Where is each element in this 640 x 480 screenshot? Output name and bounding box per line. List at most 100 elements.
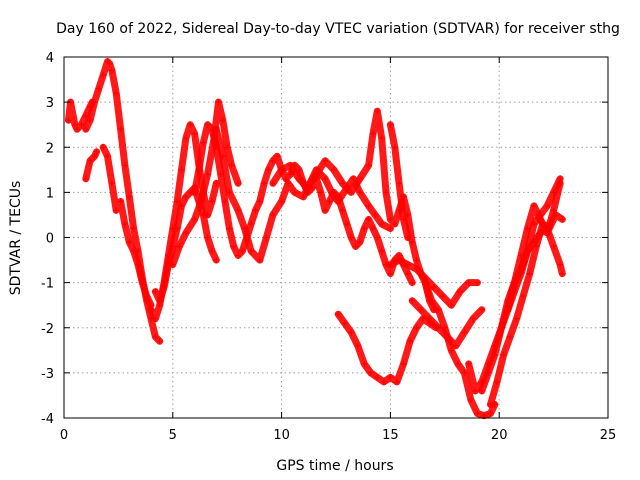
data-point [285, 180, 292, 187]
data-point [278, 198, 285, 205]
data-point [176, 243, 183, 250]
y-tick-label: 3 [46, 96, 54, 111]
data-point [65, 117, 72, 124]
data-point [474, 410, 481, 417]
data-point [400, 216, 407, 223]
data-point [487, 410, 494, 417]
data-point [209, 198, 215, 205]
data-point [461, 369, 468, 376]
data-point [457, 288, 463, 295]
data-point [374, 234, 381, 241]
data-point [269, 180, 276, 187]
data-point [387, 261, 394, 268]
series-15 [421, 279, 499, 420]
x-tick-label: 20 [491, 428, 508, 443]
data-point [113, 90, 120, 97]
y-tick-label: 2 [46, 141, 54, 156]
y-axis-label: SDTVAR / TECUs [8, 181, 24, 296]
data-point [248, 248, 255, 254]
y-tick-label: -1 [41, 277, 54, 292]
data-point [367, 369, 374, 376]
data-point [372, 211, 379, 218]
data-point [494, 378, 500, 385]
data-point [230, 243, 237, 250]
data-point [559, 270, 566, 277]
series-trace [478, 225, 566, 395]
data-point [106, 60, 113, 67]
data-point [550, 243, 557, 250]
data-point [524, 225, 531, 232]
data-point [322, 175, 329, 182]
data-point [544, 202, 551, 209]
data-point [441, 324, 448, 331]
data-point [339, 207, 346, 214]
data-point [454, 360, 461, 367]
data-point [91, 153, 98, 160]
data-point [195, 166, 202, 173]
series-11 [386, 121, 412, 241]
data-point [537, 216, 544, 223]
data-point [544, 230, 551, 236]
data-point [74, 126, 81, 133]
data-point [108, 180, 115, 187]
data-point [461, 329, 468, 336]
data-point [435, 306, 442, 313]
data-point [178, 202, 185, 209]
data-point [156, 297, 163, 304]
data-point [204, 234, 211, 241]
data-point [213, 257, 220, 264]
data-point [393, 378, 400, 385]
data-point [348, 234, 355, 241]
data-point [474, 279, 481, 286]
data-point [152, 315, 159, 322]
series-4 [99, 143, 155, 309]
series-trace [421, 279, 499, 420]
data-point [335, 311, 342, 318]
data-point [117, 198, 124, 205]
data-point [348, 329, 355, 336]
data-point [426, 315, 433, 322]
y-tick-label: -4 [41, 412, 54, 427]
data-point [100, 144, 107, 151]
data-point [82, 126, 89, 133]
data-point [478, 306, 485, 313]
data-point [341, 320, 348, 327]
data-point [235, 252, 242, 259]
data-point [239, 248, 246, 254]
data-point [465, 279, 472, 286]
data-point [228, 162, 235, 169]
data-point [430, 284, 437, 291]
data-point [313, 171, 320, 178]
data-point [135, 261, 141, 268]
data-point [182, 193, 189, 200]
data-point [491, 351, 498, 358]
data-point [78, 121, 85, 128]
data-point [378, 135, 385, 142]
data-point [226, 189, 233, 196]
data-point [174, 225, 181, 232]
data-point [339, 180, 346, 187]
axis-ticks: 0 5 10 15 20 25 -4 -3 -2 -1 0 1 2 3 4 [41, 51, 616, 443]
data-point [518, 252, 524, 259]
data-point [198, 198, 205, 205]
data-point [409, 239, 416, 245]
data-point [213, 180, 220, 187]
data-point [361, 360, 368, 367]
data-point [387, 225, 394, 232]
data-point [143, 293, 150, 300]
data-point [304, 184, 311, 191]
data-point [121, 162, 128, 169]
data-point [252, 207, 259, 214]
data-point [104, 153, 111, 160]
data-point [91, 99, 98, 106]
data-point [550, 207, 557, 214]
data-point [511, 279, 518, 286]
series-trace [334, 310, 440, 386]
series-trace [99, 143, 155, 309]
data-point [485, 369, 492, 376]
data-point [557, 261, 564, 268]
chart-title: Day 160 of 2022, Sidereal Day-to-day VTE… [56, 21, 620, 37]
data-point [235, 180, 242, 187]
data-point [504, 306, 511, 313]
